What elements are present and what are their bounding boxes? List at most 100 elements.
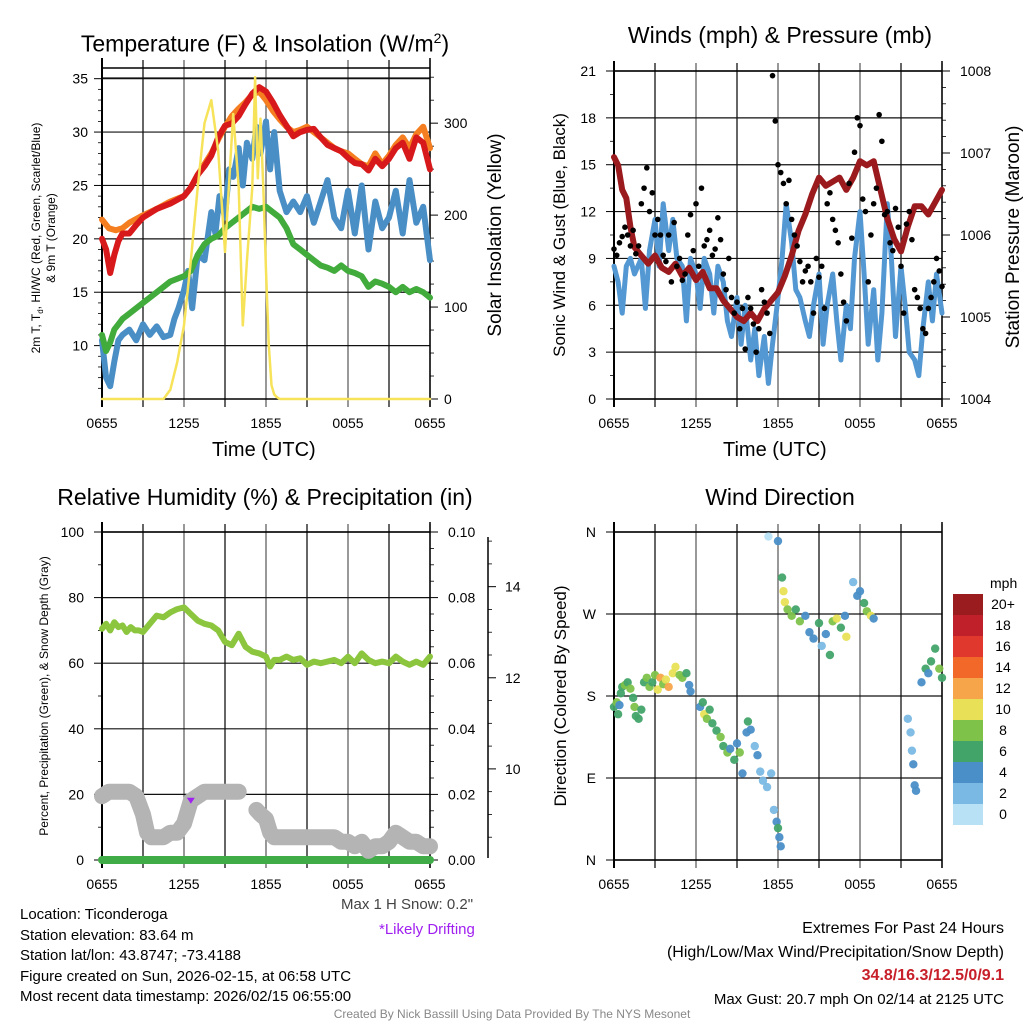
gust-point [892, 205, 899, 212]
likely-drifting-annotation: *Likely Drifting [379, 921, 475, 938]
insolation-y-tick-label: 0 [444, 391, 452, 407]
gust-point [846, 180, 852, 187]
wind-direction-point [907, 746, 917, 755]
wind-direction-point [801, 611, 810, 621]
wind-direction-point [777, 573, 787, 582]
gust-point [794, 243, 800, 249]
pressure-y-tick-label: 1008 [960, 63, 991, 79]
wind-direction-point [743, 717, 753, 726]
gust-point [851, 149, 858, 156]
gust-point [879, 138, 885, 145]
gust-point [895, 224, 902, 230]
gust-point [849, 235, 855, 241]
max-gust: Max Gust: 20.7 mph On 02/14 at 2125 UTC [713, 990, 1004, 1008]
gust-point [788, 216, 795, 223]
gust-point [865, 279, 871, 285]
gust-point [726, 255, 732, 262]
wind-direction-point [926, 657, 936, 666]
gust-point [821, 305, 828, 312]
wind-direction-point [698, 698, 708, 707]
wind-direction-point [735, 748, 744, 757]
series-wind-blue [611, 201, 945, 386]
gust-point [654, 216, 661, 223]
gust-point [715, 215, 721, 221]
wind-direction-point [809, 634, 818, 643]
wind-direction-point [626, 684, 635, 693]
gust-point [780, 180, 787, 187]
gust-point [931, 279, 937, 285]
wind-direction-point [906, 728, 915, 737]
wind-direction-point [917, 678, 926, 687]
wind-direction-point [730, 755, 739, 764]
wind-direction-point [772, 817, 781, 826]
gust-point [797, 258, 803, 265]
gust-point [690, 247, 697, 254]
series-pressure-maroon [611, 154, 945, 325]
gust-point [925, 305, 932, 312]
colorbar-swatch [953, 741, 983, 762]
precip-y-tick-label: 0.08 [448, 590, 475, 606]
colorbar-label: 0 [999, 806, 1007, 822]
winds-chart-title: Winds (mph) & Pressure (mb) [627, 22, 933, 48]
direction-y-tick-label: N [586, 852, 596, 868]
gust-point [706, 227, 713, 234]
wind-direction-point [795, 617, 805, 626]
gust-point [736, 325, 743, 332]
max-snow-annotation: Max 1 H Snow: 0.2" [341, 896, 474, 913]
wind-direction-point [825, 650, 835, 660]
wind-direction-point [764, 532, 773, 541]
humidity-x-tick-label: 0655 [86, 876, 117, 892]
wind-direction-point [930, 644, 940, 653]
wind-direction-point [716, 732, 725, 742]
gust-point [698, 185, 705, 191]
gust-point [805, 263, 811, 270]
gust-point [838, 271, 844, 277]
wind-y-tick-label: 9 [588, 250, 596, 266]
gust-point [767, 330, 773, 337]
precip-y-tick-label: 0.00 [448, 852, 475, 868]
gust-point [829, 216, 836, 223]
gust-point [668, 279, 675, 285]
colorbar-unit-label: mph [990, 575, 1017, 591]
colorbar-label: 12 [995, 680, 1011, 696]
extremes-heading: Extremes For Past 24 Hours [802, 920, 1004, 937]
temperature-x-tick-label: 0655 [86, 415, 117, 431]
snow-depth-y-tick-label: 12 [505, 670, 521, 686]
gust-point [630, 227, 636, 234]
wind-direction-point [616, 689, 626, 698]
wind-direction-point [848, 577, 858, 587]
pressure-y-axis-label: Station Pressure (Maroon) [1003, 126, 1024, 349]
gust-point [747, 305, 754, 312]
wind-y-tick-label: 18 [580, 110, 596, 126]
gust-point [922, 330, 929, 337]
gust-point [920, 325, 926, 332]
insolation-y-axis-label: Solar Insolation (Yellow) [485, 133, 506, 336]
gust-point [870, 200, 877, 207]
drifting-marker [186, 797, 195, 804]
wind_direction-x-tick-label: 0655 [926, 876, 957, 892]
gust-point [928, 294, 934, 301]
temperature-y-tick-label: 10 [72, 338, 88, 354]
wind-direction-chart-title: Wind Direction [705, 484, 855, 510]
temperature-y-tick-label: 35 [72, 71, 88, 87]
colorbar-label: 16 [995, 638, 1011, 654]
gust-point [808, 279, 814, 285]
temperature-x-axis-label: Time (UTC) [212, 439, 316, 461]
gust-point [761, 299, 768, 305]
gust-point [709, 252, 716, 259]
wind-direction-point [738, 769, 747, 778]
series-rh-green [99, 604, 433, 670]
humidity-y-tick-label: 40 [68, 721, 84, 737]
gust-point [750, 321, 757, 327]
gust-point [876, 111, 882, 118]
pressure-y-tick-label: 1006 [960, 227, 991, 243]
gust-point [862, 208, 869, 215]
gust-point [758, 286, 765, 293]
gust-point [646, 208, 653, 215]
humidity-y-tick-label: 60 [68, 655, 84, 671]
wind-direction-point [773, 823, 783, 833]
precip-y-tick-label: 0.06 [448, 655, 475, 671]
winds-x-axis-label: Time (UTC) [723, 439, 827, 461]
wind-direction-point [719, 741, 728, 751]
